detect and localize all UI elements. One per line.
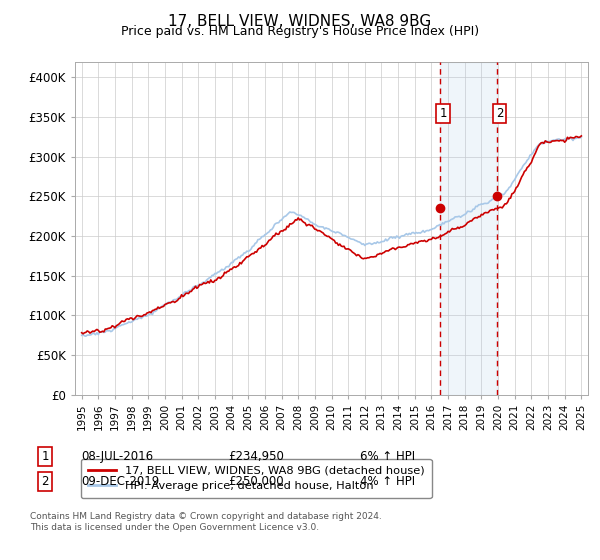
- Legend: 17, BELL VIEW, WIDNES, WA8 9BG (detached house), HPI: Average price, detached ho: 17, BELL VIEW, WIDNES, WA8 9BG (detached…: [80, 459, 431, 498]
- Text: 4% ↑ HPI: 4% ↑ HPI: [360, 475, 415, 488]
- Text: £234,950: £234,950: [228, 450, 284, 463]
- Text: 09-DEC-2019: 09-DEC-2019: [81, 475, 159, 488]
- Text: 2: 2: [496, 106, 503, 120]
- Text: Contains HM Land Registry data © Crown copyright and database right 2024.
This d: Contains HM Land Registry data © Crown c…: [30, 512, 382, 532]
- Text: 17, BELL VIEW, WIDNES, WA8 9BG: 17, BELL VIEW, WIDNES, WA8 9BG: [169, 14, 431, 29]
- Text: 08-JUL-2016: 08-JUL-2016: [81, 450, 153, 463]
- Text: £250,000: £250,000: [228, 475, 284, 488]
- Bar: [440, 62, 497, 395]
- Text: 1: 1: [41, 450, 49, 463]
- Text: 2: 2: [41, 475, 49, 488]
- Text: Price paid vs. HM Land Registry's House Price Index (HPI): Price paid vs. HM Land Registry's House …: [121, 25, 479, 38]
- Text: 6% ↑ HPI: 6% ↑ HPI: [360, 450, 415, 463]
- Text: 1: 1: [439, 106, 446, 120]
